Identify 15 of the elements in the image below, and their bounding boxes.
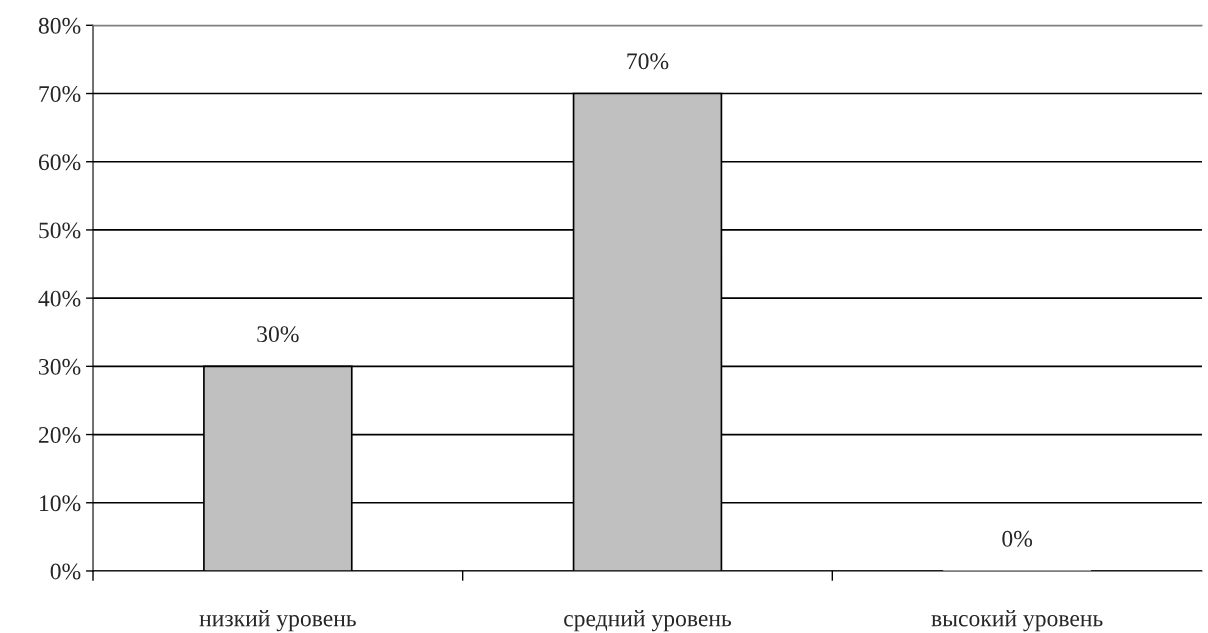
- y-tick-label: 70%: [39, 86, 81, 103]
- data-label: 0%: [1002, 530, 1033, 547]
- x-tick-label: высокий уровень: [931, 610, 1103, 632]
- y-tick-label: 80%: [38, 17, 81, 34]
- y-tick-label: 0%: [50, 563, 81, 580]
- x-tick-label: средний уровень: [564, 610, 732, 632]
- y-tick-label: 10%: [40, 495, 81, 512]
- y-tick-label: 50%: [39, 222, 81, 239]
- y-tick-label: 40%: [38, 290, 81, 307]
- y-tick-label: 20%: [38, 427, 81, 444]
- x-tick-label: низкий уровень: [199, 610, 356, 632]
- data-label: 30%: [257, 326, 299, 343]
- y-tick-label: 60%: [38, 154, 81, 171]
- y-tick-label: 30%: [39, 358, 81, 375]
- data-label: 70%: [627, 53, 669, 70]
